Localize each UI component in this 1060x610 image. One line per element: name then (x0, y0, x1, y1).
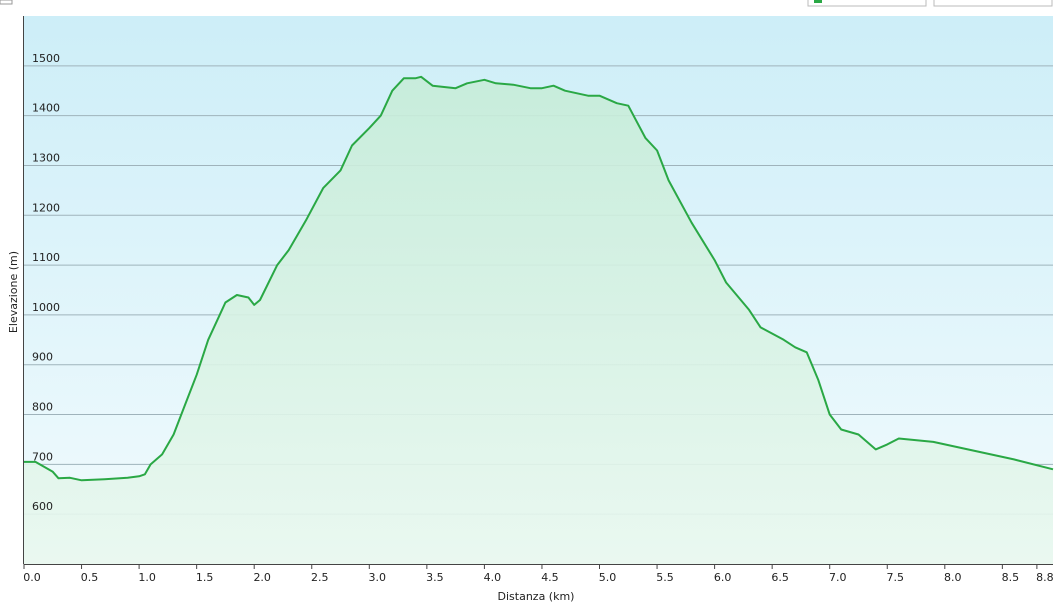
x-tick-label: 4.5 (541, 571, 559, 584)
y-tick-label: 700 (32, 450, 53, 463)
y-axis-title: Elevazione (m) (7, 251, 20, 333)
toolbar-button[interactable] (807, 0, 927, 7)
x-axis-title: Distanza (km) (498, 590, 575, 603)
x-tick-label: 8.0 (944, 571, 962, 584)
x-tick-label: 0.0 (23, 571, 41, 584)
y-tick-label: 1000 (32, 301, 60, 314)
x-tick-label: 2.0 (253, 571, 271, 584)
y-tick-label: 1300 (32, 151, 60, 164)
y-tick-label: 1400 (32, 102, 60, 115)
area-fill (24, 76, 1053, 565)
x-tick-label: 6.5 (771, 571, 789, 584)
x-tick-label: 0.5 (81, 571, 99, 584)
x-tick-label: 3.0 (369, 571, 387, 584)
x-tick-label: 8.5 (1002, 571, 1020, 584)
y-tick-label: 1100 (32, 251, 60, 264)
x-tick-label: 3.5 (426, 571, 444, 584)
y-tick-label: 900 (32, 351, 53, 364)
x-tick-label: 8.8 (1036, 571, 1054, 584)
x-tick-label: 5.5 (656, 571, 674, 584)
y-tick-label: 1200 (32, 201, 60, 214)
y-tick-label: 800 (32, 401, 53, 414)
x-tick-label: 5.0 (599, 571, 617, 584)
x-tick-label: 1.5 (196, 571, 214, 584)
toolbar-swatch (814, 0, 822, 3)
toolbar-button[interactable] (933, 0, 1053, 7)
x-tick-label: 1.0 (138, 571, 156, 584)
x-tick-label: 7.5 (887, 571, 905, 584)
x-tick-label: 2.5 (311, 571, 329, 584)
x-tick-label: 4.0 (484, 571, 502, 584)
y-tick-label: 600 (32, 500, 53, 513)
line (24, 75, 1054, 482)
toolbar-icon[interactable] (0, 0, 13, 5)
x-tick-label: 6.0 (714, 571, 732, 584)
y-tick-label: 1500 (32, 52, 60, 65)
x-tick-label: 7.0 (829, 571, 847, 584)
